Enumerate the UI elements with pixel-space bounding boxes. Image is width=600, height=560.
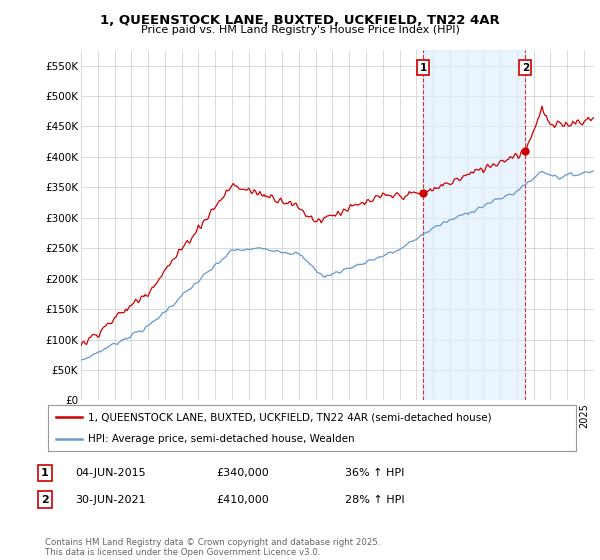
Text: 1: 1 xyxy=(420,63,427,73)
Bar xyxy=(424,50,525,400)
Text: Contains HM Land Registry data © Crown copyright and database right 2025.
This d: Contains HM Land Registry data © Crown c… xyxy=(45,538,380,557)
Text: 04-JUN-2015: 04-JUN-2015 xyxy=(75,468,146,478)
Text: 1, QUEENSTOCK LANE, BUXTED, UCKFIELD, TN22 4AR: 1, QUEENSTOCK LANE, BUXTED, UCKFIELD, TN… xyxy=(100,14,500,27)
Text: 30-JUN-2021: 30-JUN-2021 xyxy=(75,494,146,505)
Text: 36% ↑ HPI: 36% ↑ HPI xyxy=(345,468,404,478)
Text: 1: 1 xyxy=(41,468,49,478)
Text: 2: 2 xyxy=(41,494,49,505)
Text: 2: 2 xyxy=(521,63,529,73)
Text: £410,000: £410,000 xyxy=(216,494,269,505)
Text: £340,000: £340,000 xyxy=(216,468,269,478)
Text: 28% ↑ HPI: 28% ↑ HPI xyxy=(345,494,404,505)
Text: Price paid vs. HM Land Registry's House Price Index (HPI): Price paid vs. HM Land Registry's House … xyxy=(140,25,460,35)
Text: 1, QUEENSTOCK LANE, BUXTED, UCKFIELD, TN22 4AR (semi-detached house): 1, QUEENSTOCK LANE, BUXTED, UCKFIELD, TN… xyxy=(88,412,491,422)
Text: HPI: Average price, semi-detached house, Wealden: HPI: Average price, semi-detached house,… xyxy=(88,435,354,444)
